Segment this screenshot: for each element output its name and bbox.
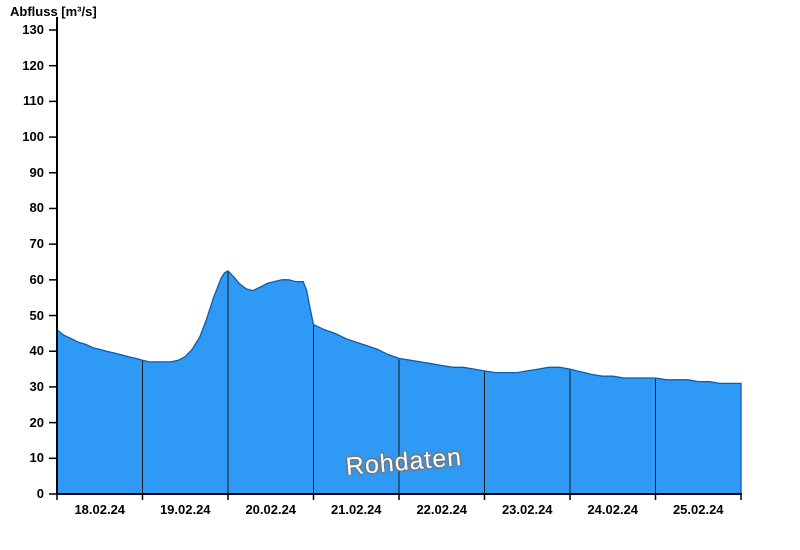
y-tick-label: 10 (29, 450, 44, 466)
x-tick-label: 20.02.24 (245, 502, 297, 517)
x-tick-label: 25.02.24 (672, 502, 724, 517)
x-tick-label: 19.02.24 (159, 502, 211, 517)
y-tick-label: 100 (22, 129, 44, 145)
y-tick-label: 130 (22, 22, 44, 37)
y-tick-label: 90 (29, 164, 44, 180)
x-tick-label: 18.02.24 (74, 502, 126, 517)
y-tick-label: 40 (29, 343, 44, 359)
y-axis-title: Abfluss [m³/s] (10, 4, 97, 19)
y-tick-label: 60 (29, 271, 44, 287)
x-tick-label: 24.02.24 (587, 502, 639, 517)
y-tick-label: 50 (29, 307, 44, 323)
x-tick-label: 21.02.24 (330, 502, 382, 517)
y-tick-label: 20 (29, 414, 44, 430)
x-tick-label: 22.02.24 (416, 502, 468, 517)
y-tick-label: 70 (29, 236, 44, 252)
y-tick-label: 110 (23, 93, 44, 109)
y-tick-label: 120 (22, 57, 44, 73)
y-tick-label: 30 (29, 378, 44, 394)
x-tick-label: 23.02.24 (501, 502, 553, 517)
y-tick-label: 0 (36, 486, 44, 501)
y-tick-label: 80 (29, 200, 44, 216)
